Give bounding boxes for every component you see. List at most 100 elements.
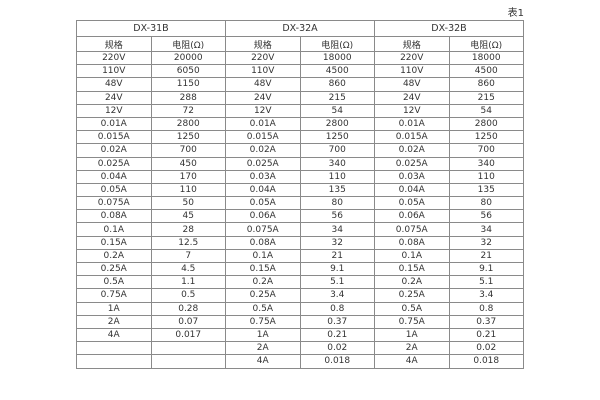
resistance-cell: 56 xyxy=(299,209,375,224)
resistance-cell: 80 xyxy=(448,196,524,211)
resistance-cell: 1250 xyxy=(299,130,375,145)
spec-cell: 0.015A xyxy=(225,130,301,145)
spec-cell: 0.25A xyxy=(76,261,152,277)
resistance-cell xyxy=(150,341,226,356)
resistance-cell: 54 xyxy=(299,103,375,118)
table-row: 4A 0.018 4A 0.018 xyxy=(76,354,524,369)
resistance-cell: 20000 xyxy=(150,50,226,66)
resistance-cell: 0.5 xyxy=(150,288,226,303)
table-row: 0.015A 1250 0.015A 1250 0.015A 1250 xyxy=(76,130,524,145)
spec-cell: 0.2A xyxy=(374,275,450,290)
spec-cell: 12V xyxy=(374,103,450,118)
resistance-cell: 0.018 xyxy=(448,354,524,369)
spec-cell: 0.08A xyxy=(225,235,301,250)
resistance-cell: 32 xyxy=(299,235,375,250)
resistance-cell: 700 xyxy=(150,143,226,158)
resistance-cell: 21 xyxy=(448,248,524,264)
table-row: 0.02A 700 0.02A 700 0.02A 700 xyxy=(76,143,524,158)
resistance-cell: 0.28 xyxy=(150,301,226,316)
resistance-cell: 9.1 xyxy=(448,261,524,277)
resistance-spec-table: DX-31B DX-32A DX-32B 规格 电阻(Ω) 规格 电阻(Ω) 规… xyxy=(76,20,524,369)
resistance-cell: 110 xyxy=(299,169,375,184)
spec-cell: 12V xyxy=(76,103,152,118)
resistance-cell: 4.5 xyxy=(150,261,226,277)
resistance-cell: 21 xyxy=(299,248,375,264)
spec-cell: 1A xyxy=(374,327,450,343)
spec-cell: 0.08A xyxy=(76,209,152,224)
resistance-cell: 340 xyxy=(299,156,375,171)
spec-cell: 0.06A xyxy=(225,209,301,224)
spec-column-header: 规格 xyxy=(374,36,450,52)
resistance-cell: 72 xyxy=(150,103,226,118)
resistance-cell: 34 xyxy=(448,222,524,237)
resistance-cell: 34 xyxy=(299,222,375,237)
resistance-cell: 0.8 xyxy=(299,301,375,316)
table-row: 0.025A 450 0.025A 340 0.025A 340 xyxy=(76,156,524,171)
spec-cell: 1A xyxy=(76,301,152,316)
spec-cell: 0.015A xyxy=(76,130,152,145)
resistance-cell: 0.07 xyxy=(150,314,226,329)
spec-cell: 0.05A xyxy=(76,182,152,198)
spec-cell: 0.15A xyxy=(76,235,152,250)
table-row: 110V 6050 110V 4500 110V 4500 xyxy=(76,64,524,79)
table-row: 12V 72 12V 54 12V 54 xyxy=(76,103,524,118)
resistance-cell: 50 xyxy=(150,196,226,211)
spec-cell: 110V xyxy=(76,64,152,79)
table-row: 0.04A 170 0.03A 110 0.03A 110 xyxy=(76,169,524,184)
spec-cell: 0.5A xyxy=(374,301,450,316)
resistance-cell: 18000 xyxy=(448,50,524,66)
spec-cell: 0.075A xyxy=(76,196,152,211)
resistance-cell: 0.21 xyxy=(448,327,524,343)
table-row: 0.1A 28 0.075A 34 0.075A 34 xyxy=(76,222,524,237)
spec-cell: 4A xyxy=(225,354,301,369)
column-header-row: 规格 电阻(Ω) 规格 电阻(Ω) 规格 电阻(Ω) xyxy=(76,36,524,52)
spec-cell: 0.1A xyxy=(225,248,301,264)
spec-cell: 0.02A xyxy=(76,143,152,158)
resistance-cell: 110 xyxy=(150,182,226,198)
spec-cell: 0.02A xyxy=(225,143,301,158)
spec-cell: 0.015A xyxy=(374,130,450,145)
resistance-cell: 450 xyxy=(150,156,226,171)
spec-cell: 1A xyxy=(225,327,301,343)
spec-cell: 48V xyxy=(225,77,301,92)
spec-cell: 0.05A xyxy=(225,196,301,211)
resistance-cell: 340 xyxy=(448,156,524,171)
group-header-row: DX-31B DX-32A DX-32B xyxy=(76,20,524,37)
resistance-cell: 4500 xyxy=(299,64,375,79)
resistance-cell xyxy=(150,354,226,369)
table-row: 0.75A 0.5 0.25A 3.4 0.25A 3.4 xyxy=(76,288,524,303)
table-caption: 表1 xyxy=(507,8,524,19)
spec-cell: 220V xyxy=(76,50,152,66)
resistance-cell: 700 xyxy=(448,143,524,158)
resistance-cell: 3.4 xyxy=(299,288,375,303)
spec-cell: 0.1A xyxy=(76,222,152,237)
spec-cell: 0.2A xyxy=(76,248,152,264)
spec-cell: 2A xyxy=(76,314,152,329)
resistance-cell: 700 xyxy=(299,143,375,158)
resistance-cell: 1.1 xyxy=(150,275,226,290)
group-header-dx-31b: DX-31B xyxy=(76,20,226,37)
spec-cell: 0.075A xyxy=(374,222,450,237)
resistance-cell: 18000 xyxy=(299,50,375,66)
spec-cell: 2A xyxy=(225,341,301,356)
resistance-cell: 5.1 xyxy=(448,275,524,290)
spec-cell: 0.04A xyxy=(374,182,450,198)
spec-column-header: 规格 xyxy=(225,36,301,52)
spec-cell: 220V xyxy=(225,50,301,66)
table-row: 24V 288 24V 215 24V 215 xyxy=(76,90,524,105)
spec-cell: 0.01A xyxy=(374,116,450,132)
resistance-cell: 45 xyxy=(150,209,226,224)
table-row: 0.075A 50 0.05A 80 0.05A 80 xyxy=(76,196,524,211)
resistance-cell: 28 xyxy=(150,222,226,237)
resistance-cell: 5.1 xyxy=(299,275,375,290)
table-row: 4A 0.017 1A 0.21 1A 0.21 xyxy=(76,327,524,343)
spec-cell: 0.05A xyxy=(374,196,450,211)
spec-cell: 24V xyxy=(374,90,450,105)
spec-cell: 2A xyxy=(374,341,450,356)
group-header-dx-32b: DX-32B xyxy=(374,20,524,37)
resistance-cell: 0.02 xyxy=(299,341,375,356)
spec-cell: 0.1A xyxy=(374,248,450,264)
spec-cell: 0.75A xyxy=(225,314,301,329)
spec-cell: 0.02A xyxy=(374,143,450,158)
resistance-cell: 9.1 xyxy=(299,261,375,277)
